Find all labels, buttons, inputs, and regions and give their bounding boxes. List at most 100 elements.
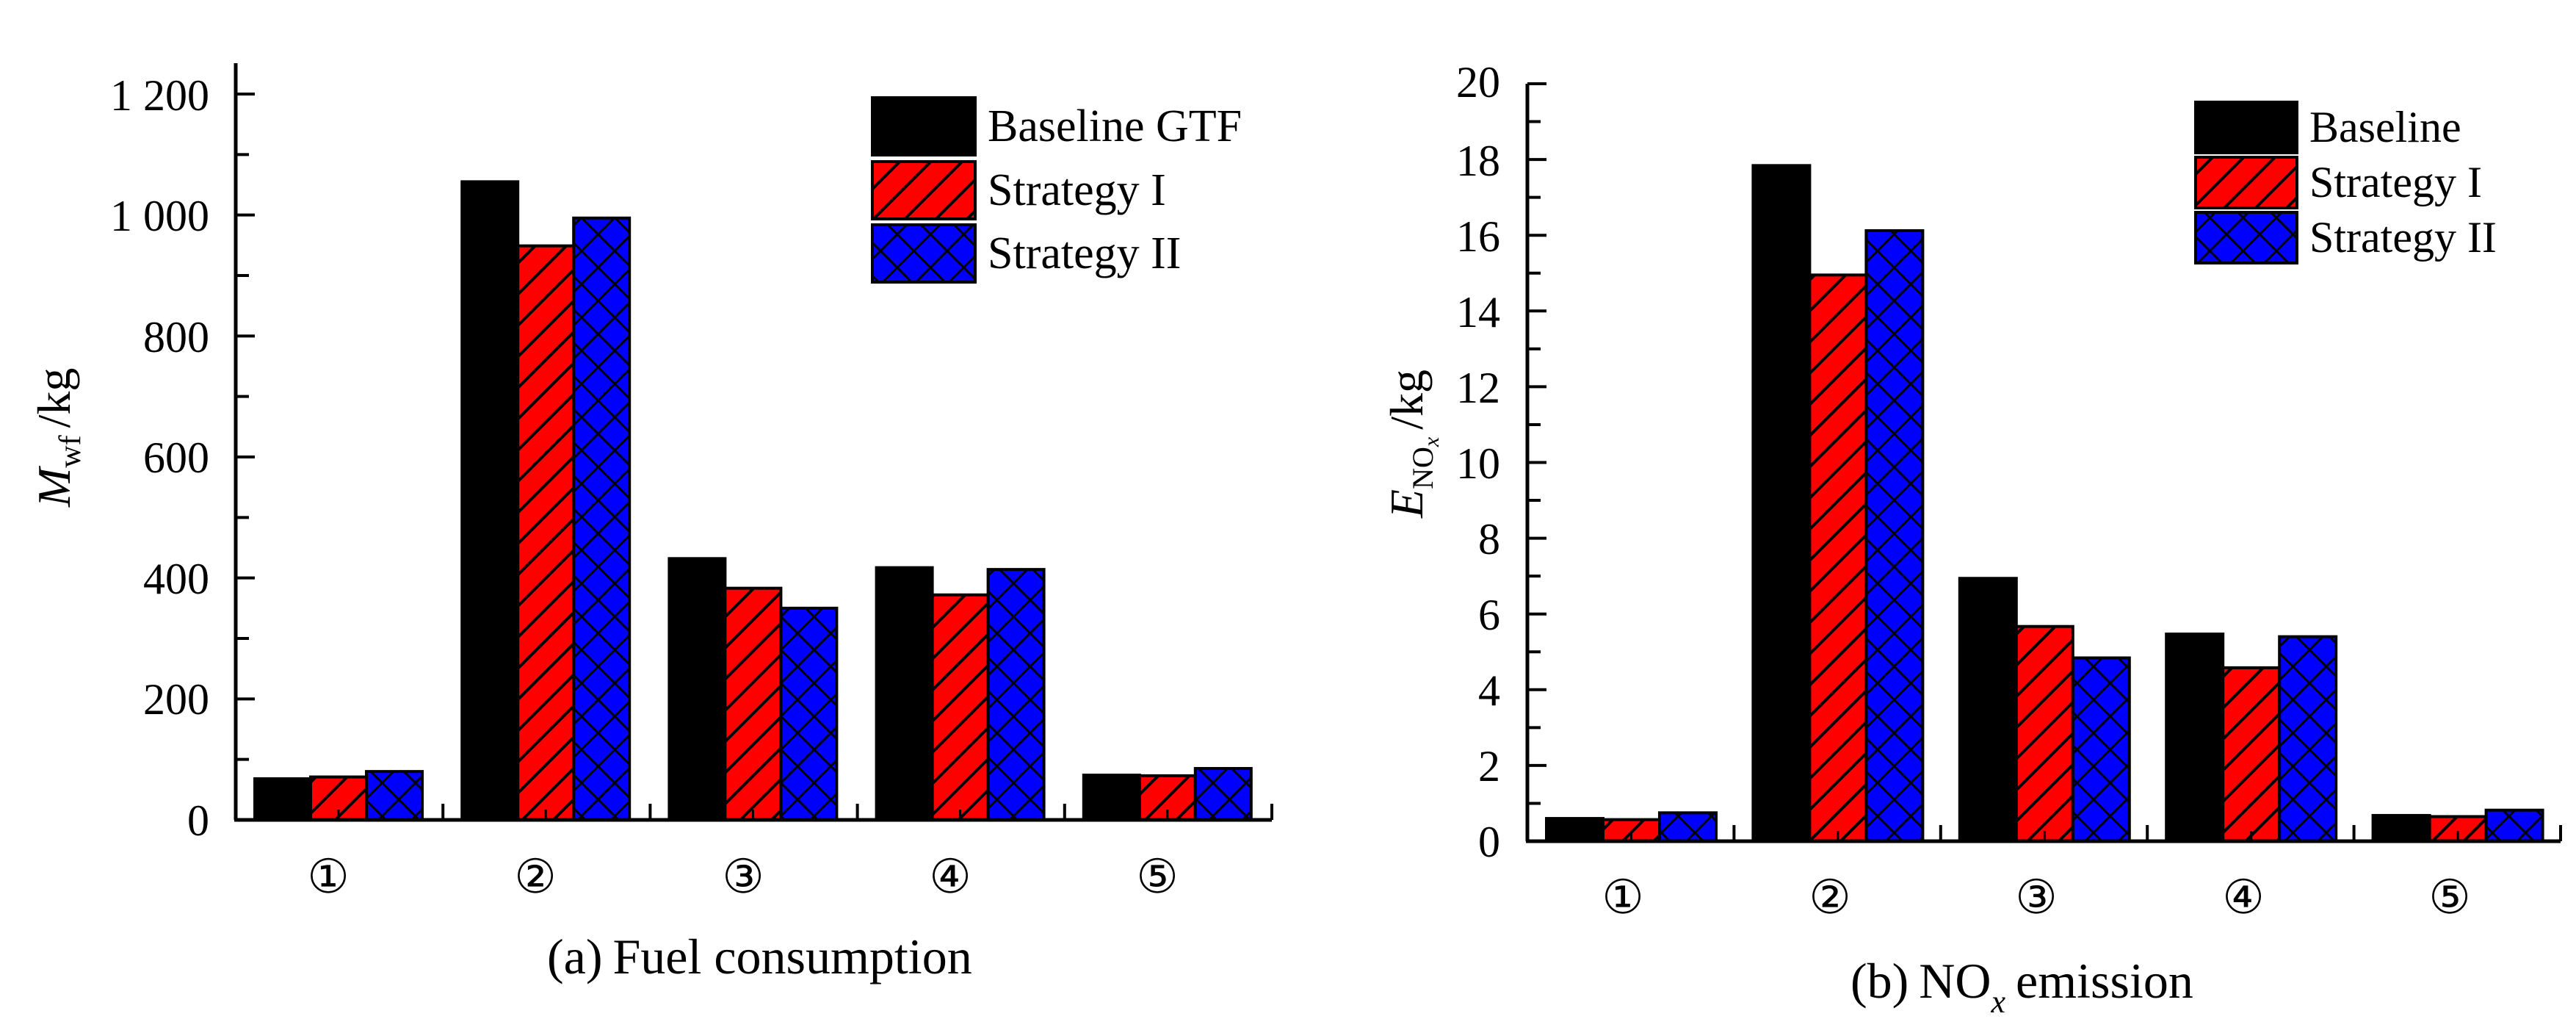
legend-item-baseline: Baseline xyxy=(2194,101,2461,154)
bar-baseline-gtf-3 xyxy=(667,557,727,821)
bar-strategy-ii-4 xyxy=(2278,635,2338,843)
bar-strategy-i-4 xyxy=(930,593,990,821)
bar-baseline-2 xyxy=(1751,164,1812,843)
bar-baseline-gtf-4 xyxy=(875,566,934,821)
caption: (a) Fuel consumption xyxy=(547,929,972,984)
bar-baseline-5 xyxy=(2371,813,2431,843)
axes-group xyxy=(234,63,1273,822)
x-tick-label: ③ xyxy=(2015,871,2057,923)
bar-strategy-i-2 xyxy=(1808,273,1868,843)
y-tick-label: 6 xyxy=(1478,591,1500,639)
legend-label: Baseline xyxy=(2309,103,2461,151)
caption-prefix: (b) xyxy=(1850,953,1909,1009)
bar-strategy-ii-4 xyxy=(986,568,1046,821)
y-axis-label: ENOx/kg xyxy=(1381,370,1444,519)
bar-strategy-i-3 xyxy=(723,586,783,821)
legend-item-strategy-2: Strategy II xyxy=(2194,211,2497,264)
caption-text-main: NO xyxy=(1919,953,1991,1009)
legend: Baseline Strategy I Strategy II xyxy=(2194,101,2497,264)
x-tick-label: ① xyxy=(1602,871,1643,923)
y-axis-label-unit: /kg xyxy=(28,368,80,428)
bar-strategy-ii-1 xyxy=(365,770,424,821)
x-tick-label: ⑤ xyxy=(2428,871,2470,923)
bar-strategy-ii-2 xyxy=(572,216,632,821)
axes-group xyxy=(1525,82,2562,843)
caption-text-tail: emission xyxy=(2016,953,2193,1009)
bar-baseline-gtf-1 xyxy=(253,777,312,821)
x-tick-label: ⑤ xyxy=(1136,851,1178,903)
x-tick-label: ④ xyxy=(929,851,971,903)
legend-label: Baseline GTF xyxy=(988,101,1242,151)
legend-item-strategy-2: Strategy II xyxy=(871,223,1181,284)
y-tick-label: 8 xyxy=(1478,515,1500,563)
y-tick-label: 4 xyxy=(1478,666,1500,715)
y-axis-label-unit: /kg xyxy=(1381,370,1433,430)
bar-baseline-gtf-5 xyxy=(1082,774,1141,822)
caption-prefix: (a) xyxy=(547,929,602,984)
caption-text-sub: x xyxy=(1991,984,2006,1019)
bar-strategy-ii-2 xyxy=(1864,229,1925,843)
y-tick-labels: 0 2 4 6 8 10 12 14 16 18 20 xyxy=(1456,58,1500,866)
y-axis-label-subscript: wf xyxy=(54,435,87,467)
y-axis-label: Mwf/kg xyxy=(28,368,87,508)
x-tick-labels: ① ② ③ ④ ⑤ xyxy=(1602,871,2470,923)
x-tick-labels: ① ② ③ ④ ⑤ xyxy=(307,851,1178,903)
y-tick-label: 10 xyxy=(1456,439,1500,488)
x-tick-label: ① xyxy=(307,851,349,903)
bar-strategy-ii-3 xyxy=(2071,656,2131,843)
bar-strategy-i-2 xyxy=(516,244,576,821)
y-tick-label: 1 200 xyxy=(110,71,209,120)
y-tick-label: 0 xyxy=(187,796,209,845)
legend: Baseline GTF Strategy I Strategy II xyxy=(871,96,1242,284)
legend-item-strategy-1: Strategy I xyxy=(871,160,1166,220)
caption: (b) NOx emission xyxy=(1850,953,2193,1019)
y-tick-label: 18 xyxy=(1456,137,1500,185)
y-tick-label: 1 000 xyxy=(110,192,209,240)
y-tick-label: 200 xyxy=(143,675,209,724)
bar-baseline-3 xyxy=(1958,577,2018,843)
legend-label: Strategy I xyxy=(988,165,1166,215)
y-axis-label-symbol: E xyxy=(1381,489,1433,519)
legend-item-strategy-1: Strategy I xyxy=(2194,156,2482,209)
x-tick-label: ② xyxy=(514,851,556,903)
legend-swatch-hatch xyxy=(871,160,977,220)
legend-swatch-crosshatch xyxy=(871,223,977,284)
y-tick-labels: 0 200 400 600 800 1 000 1 200 xyxy=(110,71,209,845)
y-axis-label-subsubscript: x xyxy=(1419,436,1444,447)
bar-strategy-i-3 xyxy=(2014,624,2074,843)
bar-strategy-ii-3 xyxy=(779,606,839,821)
y-tick-label: 20 xyxy=(1456,58,1500,107)
legend-item-baseline: Baseline GTF xyxy=(871,96,1242,156)
caption-text: Fuel consumption xyxy=(612,929,972,984)
bar-strategy-ii-5 xyxy=(1193,767,1253,822)
bar-strategy-ii-1 xyxy=(1658,811,1718,843)
bars-group xyxy=(253,180,1253,822)
legend-swatch-solid xyxy=(871,96,977,156)
x-tick-label: ③ xyxy=(722,851,764,903)
y-tick-label: 0 xyxy=(1478,818,1500,866)
y-tick-label: 12 xyxy=(1456,364,1500,412)
bar-strategy-ii-5 xyxy=(2484,808,2544,843)
bar-baseline-4 xyxy=(2165,633,2225,843)
legend-label: Strategy II xyxy=(988,228,1181,278)
legend-swatch-crosshatch xyxy=(2194,211,2298,264)
y-tick-label: 16 xyxy=(1456,212,1500,261)
legend-label: Strategy I xyxy=(2309,158,2482,206)
y-tick-label: 14 xyxy=(1456,288,1500,336)
x-tick-label: ④ xyxy=(2222,871,2264,923)
y-tick-label: 600 xyxy=(143,433,209,482)
bar-baseline-gtf-2 xyxy=(460,180,520,821)
bars-group xyxy=(1545,164,2544,843)
y-axis-label-subscript: NO xyxy=(1406,447,1439,489)
bar-strategy-i-4 xyxy=(2221,666,2282,843)
x-tick-label: ② xyxy=(1809,871,1850,923)
legend-swatch-solid xyxy=(2194,101,2298,154)
legend-label: Strategy II xyxy=(2309,213,2497,262)
y-axis-label-symbol: M xyxy=(28,465,80,508)
bar-baseline-1 xyxy=(1545,817,1604,843)
chart-nox-emission: 0 2 4 6 8 10 12 14 16 18 20 ① ② ③ ④ ⑤ EN… xyxy=(1381,58,2562,1019)
chart-fuel-consumption: 0 200 400 600 800 1 000 1 200 ① ② ③ ④ ⑤ … xyxy=(28,63,1273,984)
y-tick-label: 400 xyxy=(143,555,209,603)
y-tick-label: 2 xyxy=(1478,742,1500,791)
